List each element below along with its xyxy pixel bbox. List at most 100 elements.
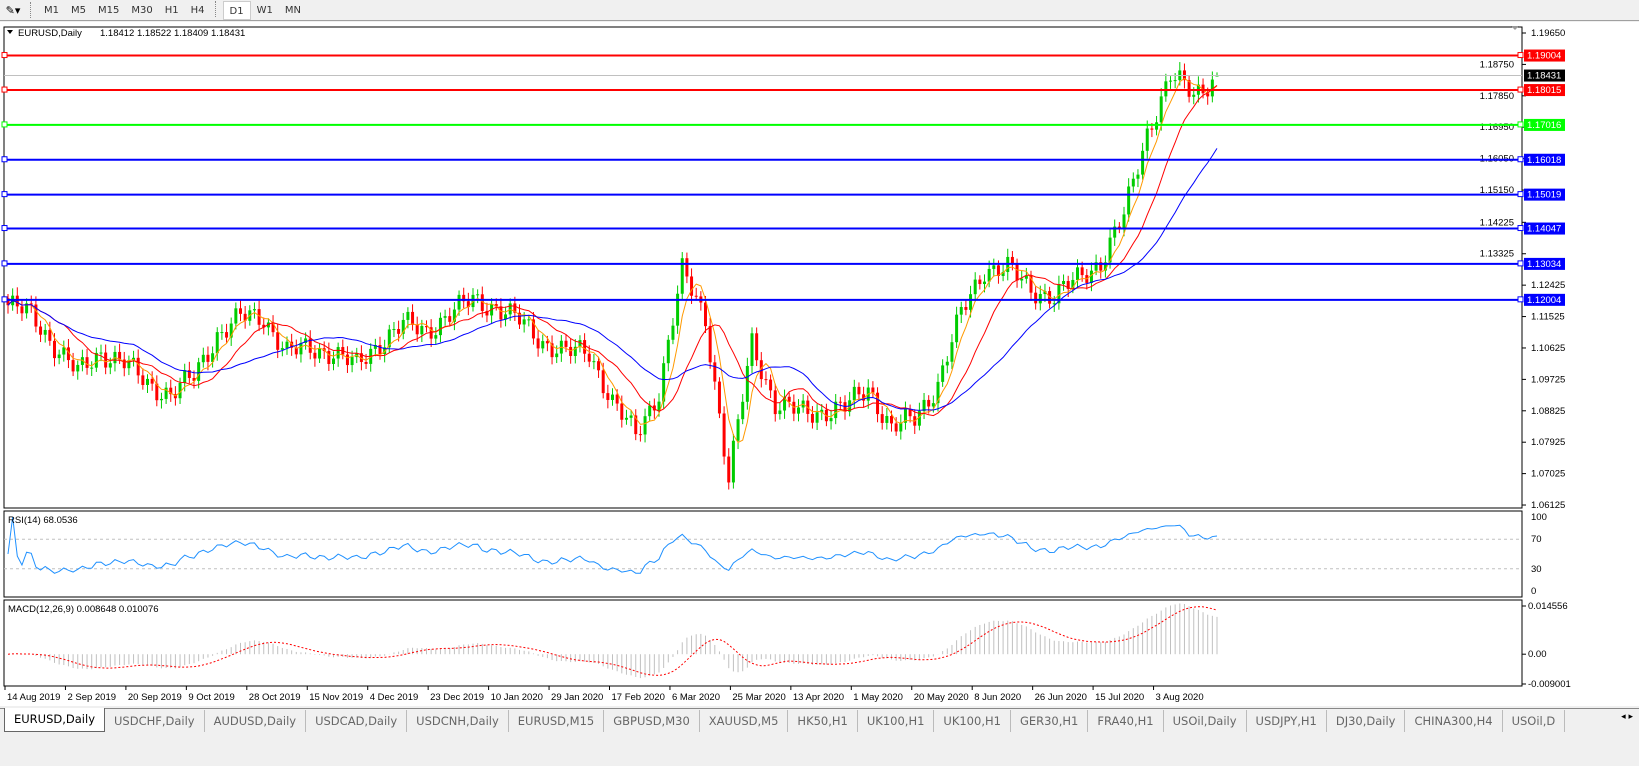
timeframe-h1[interactable]: H1: [164, 4, 179, 16]
candle-body: [880, 414, 884, 423]
chart-tab[interactable]: GER30,H1: [1011, 710, 1089, 732]
price-tick-label: 1.07925: [1531, 437, 1565, 448]
level-price-label: 1.14047: [1527, 224, 1561, 235]
tab-scroll-arrows-icon[interactable]: ◂ ▸: [1621, 712, 1633, 722]
level-handle: [1, 191, 8, 198]
candle-body: [313, 352, 317, 359]
candle-body: [1029, 275, 1033, 293]
candle-body: [964, 307, 968, 310]
candle-body: [304, 338, 308, 343]
level-handle: [1517, 156, 1524, 163]
level-price-label: 1.12004: [1527, 295, 1561, 306]
candle-body: [838, 401, 842, 403]
timeframe-h4[interactable]: H4: [190, 4, 205, 16]
candle-body: [704, 302, 707, 327]
candle-body: [578, 340, 582, 347]
level-handle: [1517, 260, 1524, 267]
chart-tab[interactable]: AUDUSD,Daily: [205, 710, 307, 732]
candle-body: [104, 352, 108, 368]
candle-body: [406, 311, 410, 320]
chart-tab[interactable]: USDCNH,Daily: [407, 710, 509, 732]
chart-tab[interactable]: USDCHF,Daily: [105, 710, 205, 732]
price-tick-label: 1.07025: [1531, 469, 1565, 480]
level-price-label: 1.15019: [1527, 190, 1561, 201]
candle-body: [1089, 270, 1093, 283]
candle-body: [978, 279, 982, 285]
candle-body: [211, 353, 215, 362]
chart-tab[interactable]: XAUUSD,M5: [700, 710, 789, 732]
candle-body: [541, 341, 545, 349]
candle-body: [397, 329, 401, 334]
candle-body: [527, 319, 531, 321]
chart-tab[interactable]: GBPUSD,M30: [604, 710, 700, 732]
candle-body: [425, 326, 428, 328]
candle-body: [657, 401, 661, 411]
level-price-label: 1.19004: [1527, 51, 1561, 62]
candle-body: [1117, 226, 1121, 229]
price-tick-label: 1.09725: [1531, 374, 1565, 385]
candle-body: [955, 314, 959, 343]
chart-tab[interactable]: EURUSD,Daily: [4, 708, 105, 732]
candle-body: [345, 354, 349, 366]
drawing-tools-icon[interactable]: ✎▾: [5, 3, 21, 17]
candle-body: [485, 310, 489, 316]
ma-mid-line: [7, 84, 1218, 417]
level-handle: [1, 121, 8, 128]
current-price-label: 1.18431: [1527, 71, 1561, 82]
candle-body: [183, 370, 187, 384]
candle-body: [587, 353, 591, 362]
chart-tab[interactable]: USDJPY,H1: [1247, 710, 1327, 732]
chart-tab[interactable]: CHINA300,H4: [1405, 710, 1503, 732]
candle-body: [252, 309, 256, 311]
timeframe-m1[interactable]: M1: [44, 4, 59, 16]
candle-body: [666, 339, 670, 364]
candle-body: [448, 316, 452, 322]
candle-body: [197, 362, 201, 381]
timeframe-w1[interactable]: W1: [256, 4, 273, 16]
candle-body: [871, 387, 875, 393]
date-tick-label: 10 Jan 2020: [491, 692, 543, 703]
candle-body: [755, 333, 759, 361]
timeframe-m5[interactable]: M5: [71, 4, 86, 16]
chart-tab[interactable]: HK50,H1: [788, 710, 858, 732]
date-tick-label: 26 Jun 2020: [1035, 692, 1087, 703]
timeframe-mn[interactable]: MN: [284, 4, 301, 16]
candle-body: [122, 359, 126, 369]
chart-tab[interactable]: DJ30,Daily: [1327, 710, 1406, 732]
chart-canvas[interactable]: EURUSD,Daily 1.18412 1.18522 1.18409 1.18…: [0, 22, 1639, 706]
level-price-badge: [1524, 188, 1565, 201]
chart-tab[interactable]: USOil,D: [1503, 710, 1566, 732]
chart-tab[interactable]: EURUSD,M15: [509, 710, 605, 732]
chart-window[interactable]: EURUSD,Daily 1.18412 1.18522 1.18409 1.18…: [0, 22, 1639, 706]
macd-tick-label: 0.014556: [1528, 601, 1568, 612]
candle-body: [1210, 79, 1214, 97]
date-tick-label: 25 Mar 2020: [732, 692, 785, 703]
candle-body: [262, 324, 266, 328]
chart-tab[interactable]: USDCAD,Daily: [306, 710, 408, 732]
chart-tab[interactable]: FRA40,H1: [1088, 710, 1164, 732]
level-price-badge: [1524, 222, 1565, 235]
chart-tab[interactable]: USOil,Daily: [1164, 710, 1247, 732]
candle-body: [950, 342, 954, 362]
candle-body: [373, 345, 377, 349]
price-pane-frame: [3, 26, 1523, 509]
candle-body: [480, 294, 484, 311]
candle-body: [629, 415, 633, 418]
candle-body: [53, 340, 56, 359]
date-tick-label: 14 Aug 2019: [7, 692, 60, 703]
chart-tab[interactable]: UK100,H1: [934, 710, 1011, 732]
candle-body: [234, 308, 238, 324]
timeframe-m15[interactable]: M15: [98, 4, 120, 16]
price-tick-label: 1.18750: [1480, 59, 1514, 70]
candle-body: [452, 309, 456, 322]
candle-body: [90, 367, 94, 369]
timeframe-d1[interactable]: D1: [222, 0, 251, 20]
candle-body: [555, 353, 559, 358]
timeframe-m30[interactable]: M30: [131, 4, 153, 16]
candle-body: [885, 415, 889, 423]
candle-body: [336, 347, 340, 359]
candle-body: [676, 293, 680, 326]
candle-body: [731, 440, 735, 483]
chart-tab[interactable]: UK100,H1: [858, 710, 935, 732]
candle-body: [1136, 174, 1140, 179]
